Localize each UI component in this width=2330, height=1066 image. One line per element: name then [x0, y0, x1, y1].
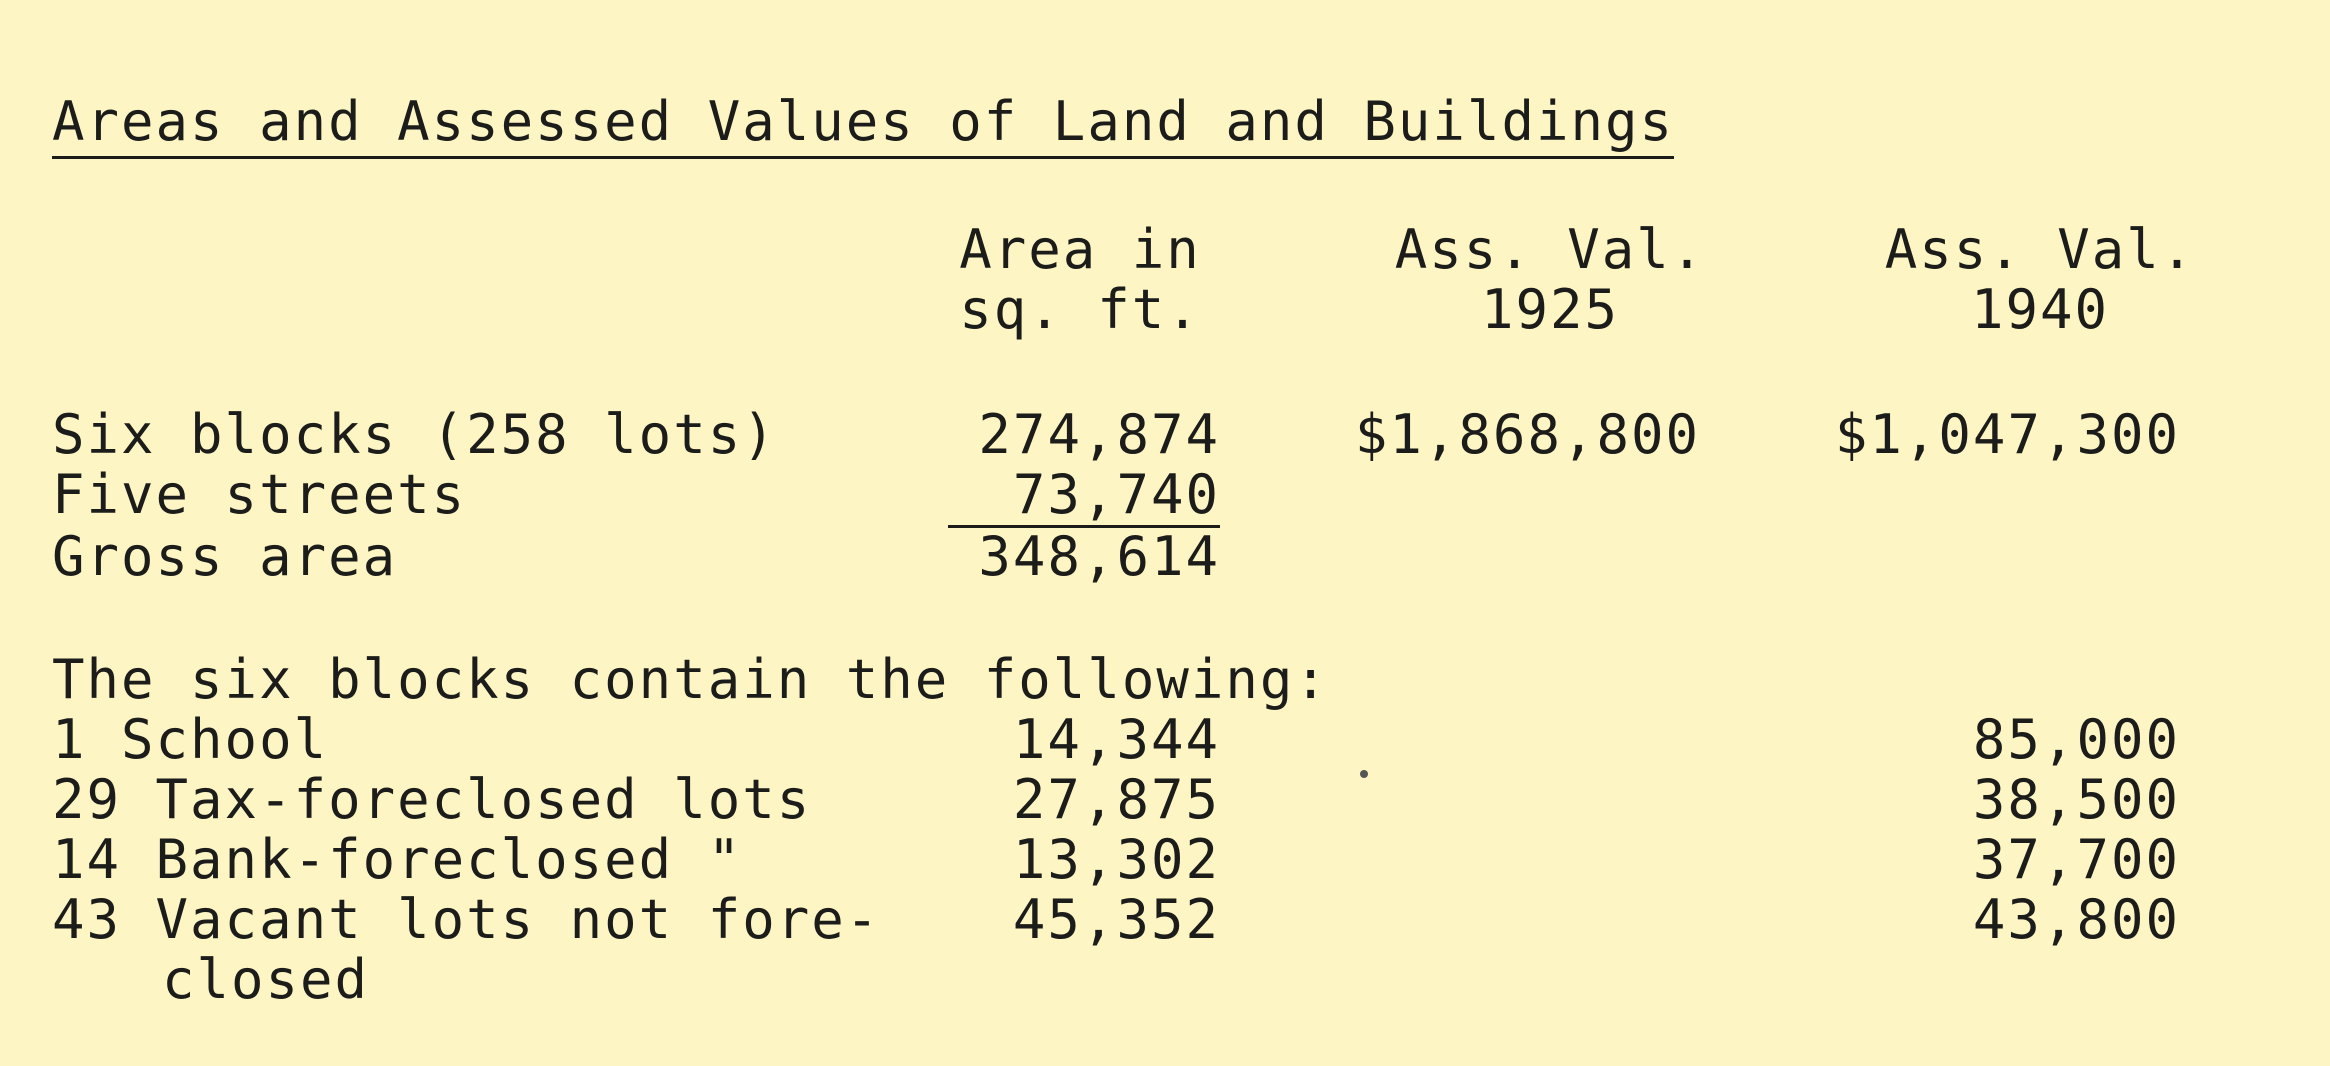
detail-area-bank-foreclosed: 13,302	[1012, 828, 1220, 891]
detail-val1940-school: 85,000	[1972, 708, 2180, 771]
header-val1925-line2: 1925	[1480, 278, 1620, 341]
detail-label-vacant-lots: 43 Vacant lots not fore-	[52, 888, 881, 951]
detail-val1940-vacant-lots: 43,800	[1972, 888, 2180, 951]
ink-speck	[1360, 770, 1368, 778]
detail-label-bank-foreclosed: 14 Bank-foreclosed "	[52, 828, 743, 891]
detail-val1940-tax-foreclosed: 38,500	[1972, 768, 2180, 831]
header-area-line1: Area in	[959, 218, 1201, 281]
header-val1940-line2: 1940	[1970, 278, 2110, 341]
row-val1925-six-blocks: $1,868,800	[1354, 403, 1700, 466]
detail-label-vacant-lots-continued: closed	[162, 948, 370, 1011]
detail-val1940-bank-foreclosed: 37,700	[1972, 828, 2180, 891]
detail-area-tax-foreclosed: 27,875	[1012, 768, 1220, 831]
detail-label-school: 1 School	[52, 708, 329, 771]
header-val1940-line1: Ass. Val.	[1884, 218, 2196, 281]
row-label-five-streets: Five streets	[52, 463, 467, 526]
header-val1925-line1: Ass. Val.	[1394, 218, 1706, 281]
section-heading: The six blocks contain the following:	[52, 648, 1329, 711]
row-area-five-streets: 73,740	[948, 465, 1220, 528]
detail-area-vacant-lots: 45,352	[1012, 888, 1220, 951]
detail-label-tax-foreclosed: 29 Tax-foreclosed lots	[52, 768, 812, 831]
document-title: Areas and Assessed Values of Land and Bu…	[52, 92, 1675, 159]
detail-area-school: 14,344	[1012, 708, 1220, 771]
row-area-six-blocks: 274,874	[978, 403, 1220, 466]
row-area-gross-area: 348,614	[978, 525, 1220, 588]
row-val1940-six-blocks: $1,047,300	[1834, 403, 2180, 466]
row-label-six-blocks: Six blocks (258 lots)	[52, 403, 777, 466]
row-label-gross-area: Gross area	[52, 525, 398, 588]
header-area-line2: sq. ft.	[959, 278, 1201, 341]
